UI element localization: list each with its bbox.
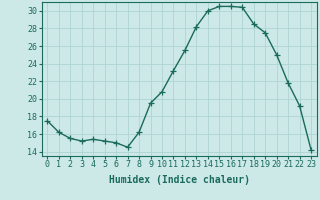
X-axis label: Humidex (Indice chaleur): Humidex (Indice chaleur)	[109, 175, 250, 185]
